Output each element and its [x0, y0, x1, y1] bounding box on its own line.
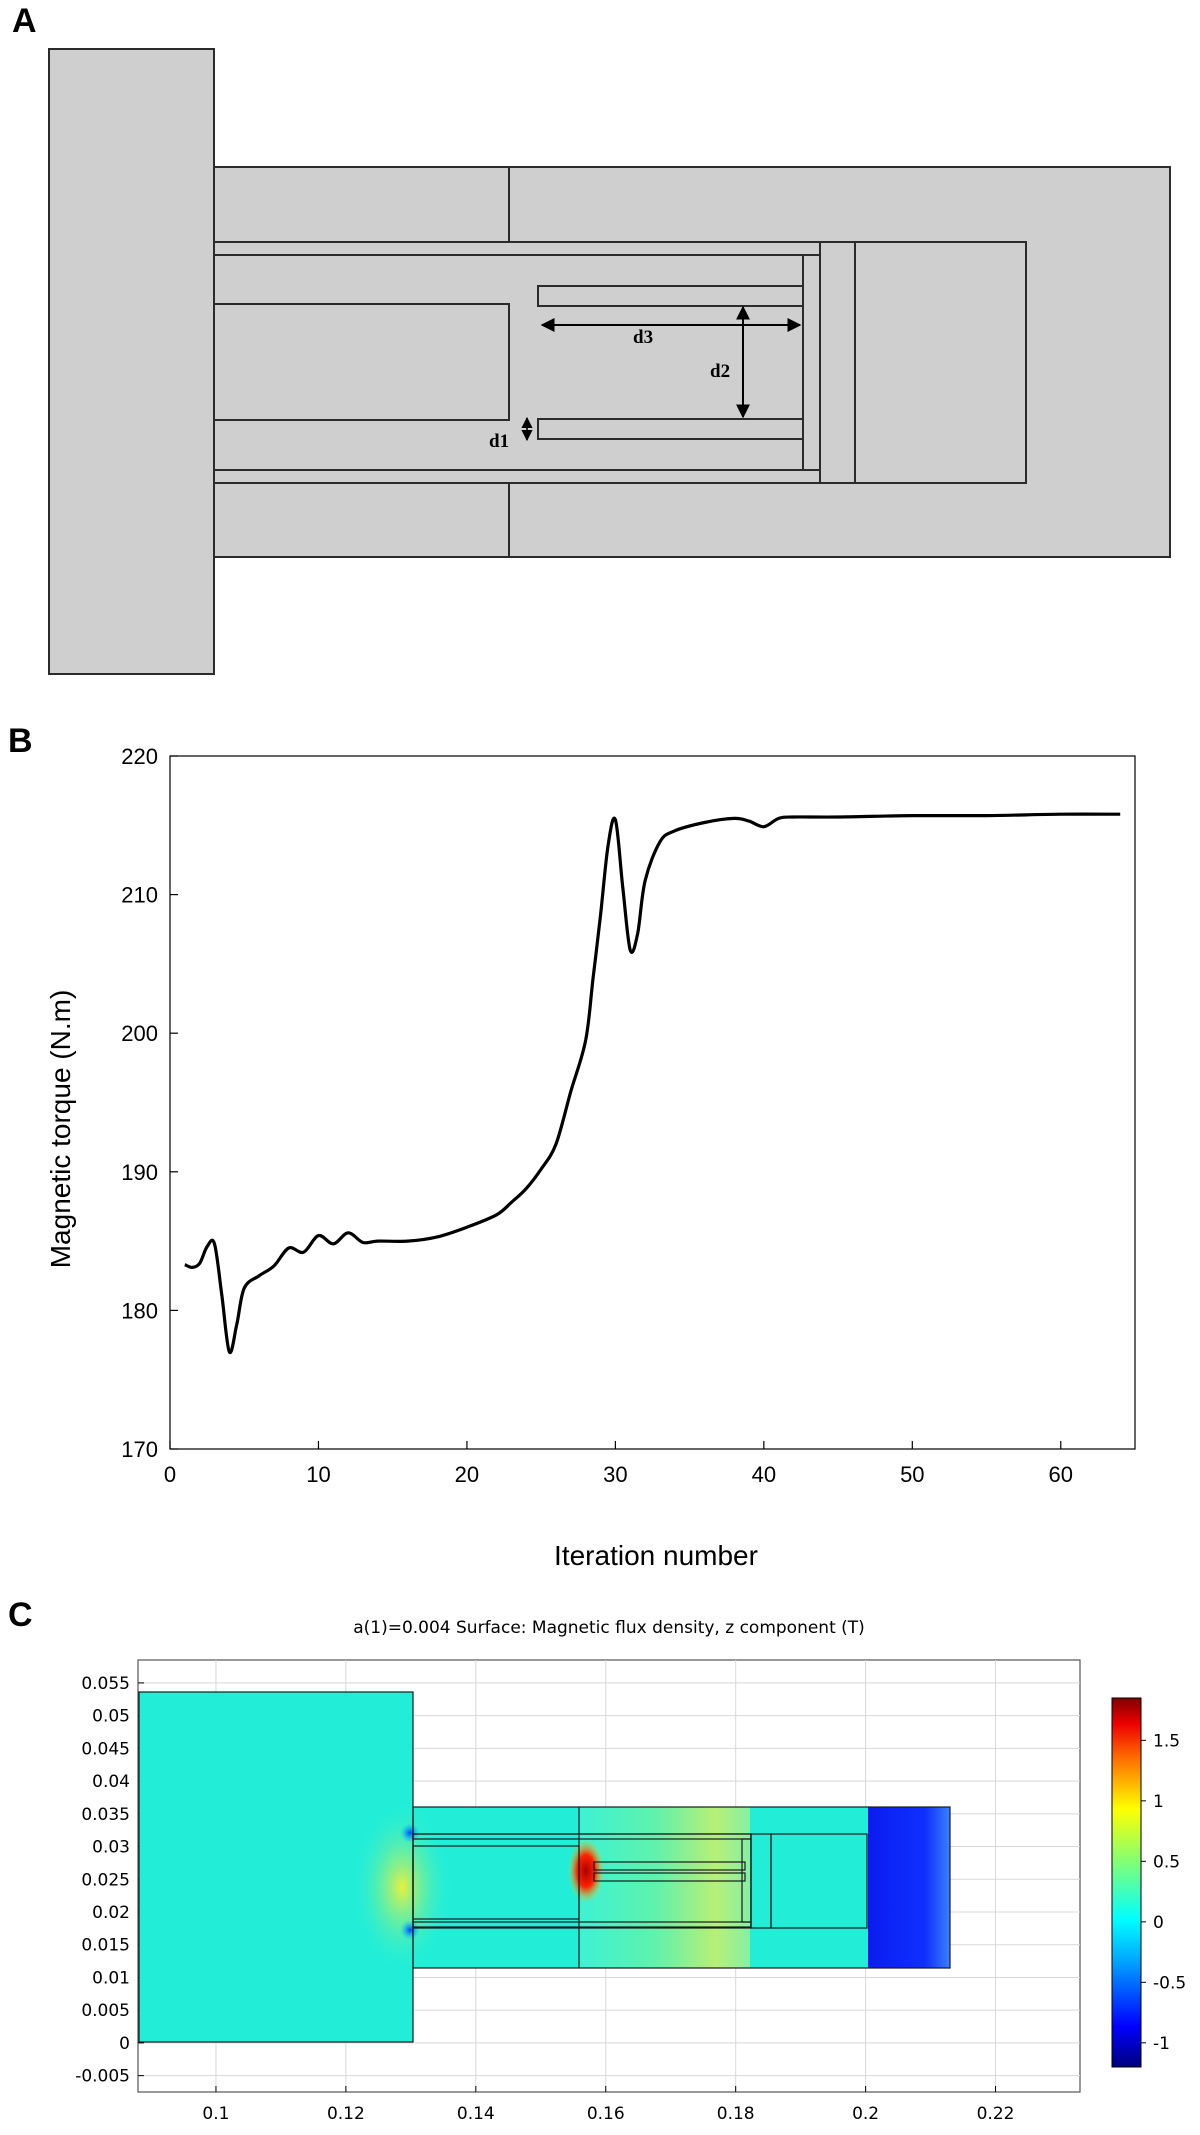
- c-ytick-label: 0.055: [81, 1674, 130, 1694]
- c-xtick-label: 0.12: [327, 2104, 365, 2124]
- c-ytick-label: 0.035: [81, 1805, 130, 1825]
- c-ytick-label: 0.03: [92, 1838, 130, 1858]
- b-ytick-label: 220: [121, 744, 158, 769]
- c-xtick-label: 0.14: [457, 2104, 495, 2124]
- b-ytick-label: 210: [121, 883, 158, 908]
- core-block: [213, 303, 510, 421]
- c-ytick-label: 0.045: [81, 1739, 130, 1759]
- b-ylabel: Magnetic torque (N.m): [45, 990, 76, 1269]
- panel-letter-b: B: [8, 722, 33, 760]
- b-ytick-label: 170: [121, 1437, 158, 1462]
- c-xtick-label: 0.1: [202, 2104, 229, 2124]
- panel-letter-a: A: [12, 2, 37, 40]
- c-colorbar-tick-label: 0.5: [1153, 1852, 1180, 1872]
- b-xtick-label: 20: [455, 1462, 479, 1487]
- c-ytick-label: 0.015: [81, 1936, 130, 1956]
- b-ytick-label: 190: [121, 1160, 158, 1185]
- b-xtick-label: 50: [900, 1462, 924, 1487]
- b-torque-series-line: [184, 812, 1121, 1355]
- c-title: a(1)=0.004 Surface: Magnetic flux densit…: [353, 1618, 865, 1638]
- c-xtick-label: 0.2: [852, 2104, 879, 2124]
- c-ytick-label: 0.04: [92, 1772, 130, 1792]
- c-xtick-label: 0.22: [977, 2104, 1015, 2124]
- c-colorbar-tick-label: 1.5: [1153, 1731, 1180, 1751]
- c-ytick-label: 0: [119, 2034, 130, 2054]
- b-xtick-label: 30: [603, 1462, 627, 1487]
- c-colorbar-tick-label: 0: [1153, 1913, 1164, 1933]
- c-ytick-label: 0.025: [81, 1870, 130, 1890]
- c-ytick-label: 0.02: [92, 1903, 130, 1923]
- b-ytick-label: 200: [121, 1021, 158, 1046]
- c-colorbar: [1111, 1697, 1142, 2068]
- c-geometry-outline: [138, 1691, 951, 2043]
- c-xtick-label: 0.16: [587, 2104, 625, 2124]
- c-colorbar-tick-label: -1: [1153, 2034, 1170, 2054]
- panel-a-geometry: d3 d2 d1: [48, 48, 1171, 675]
- c-ytick-label: 0.005: [81, 2001, 130, 2021]
- c-colorbar-tick-label: -0.5: [1153, 1973, 1186, 1993]
- b-xlabel: Iteration number: [554, 1540, 758, 1571]
- b-ytick-label: 180: [121, 1298, 158, 1323]
- d1-label: d1: [489, 431, 509, 452]
- b-xtick-label: 60: [1049, 1462, 1073, 1487]
- b-xtick-label: 40: [752, 1462, 776, 1487]
- c-ytick-label: 0.05: [92, 1707, 130, 1727]
- b-xtick-label: 10: [306, 1462, 330, 1487]
- d3-label: d3: [633, 327, 653, 348]
- c-xtick-label: 0.18: [717, 2104, 755, 2124]
- c-ytick-label: -0.005: [75, 2067, 130, 2087]
- b-plot-frame: [169, 755, 1136, 1450]
- c-colorbar-tick-label: 1: [1153, 1792, 1164, 1812]
- end-block: [854, 241, 1027, 484]
- d2-label: d2: [710, 361, 730, 382]
- c-ytick-label: 0.01: [92, 1968, 130, 1988]
- panel-letter-c: C: [8, 1596, 33, 1634]
- b-xtick-label: 0: [164, 1462, 176, 1487]
